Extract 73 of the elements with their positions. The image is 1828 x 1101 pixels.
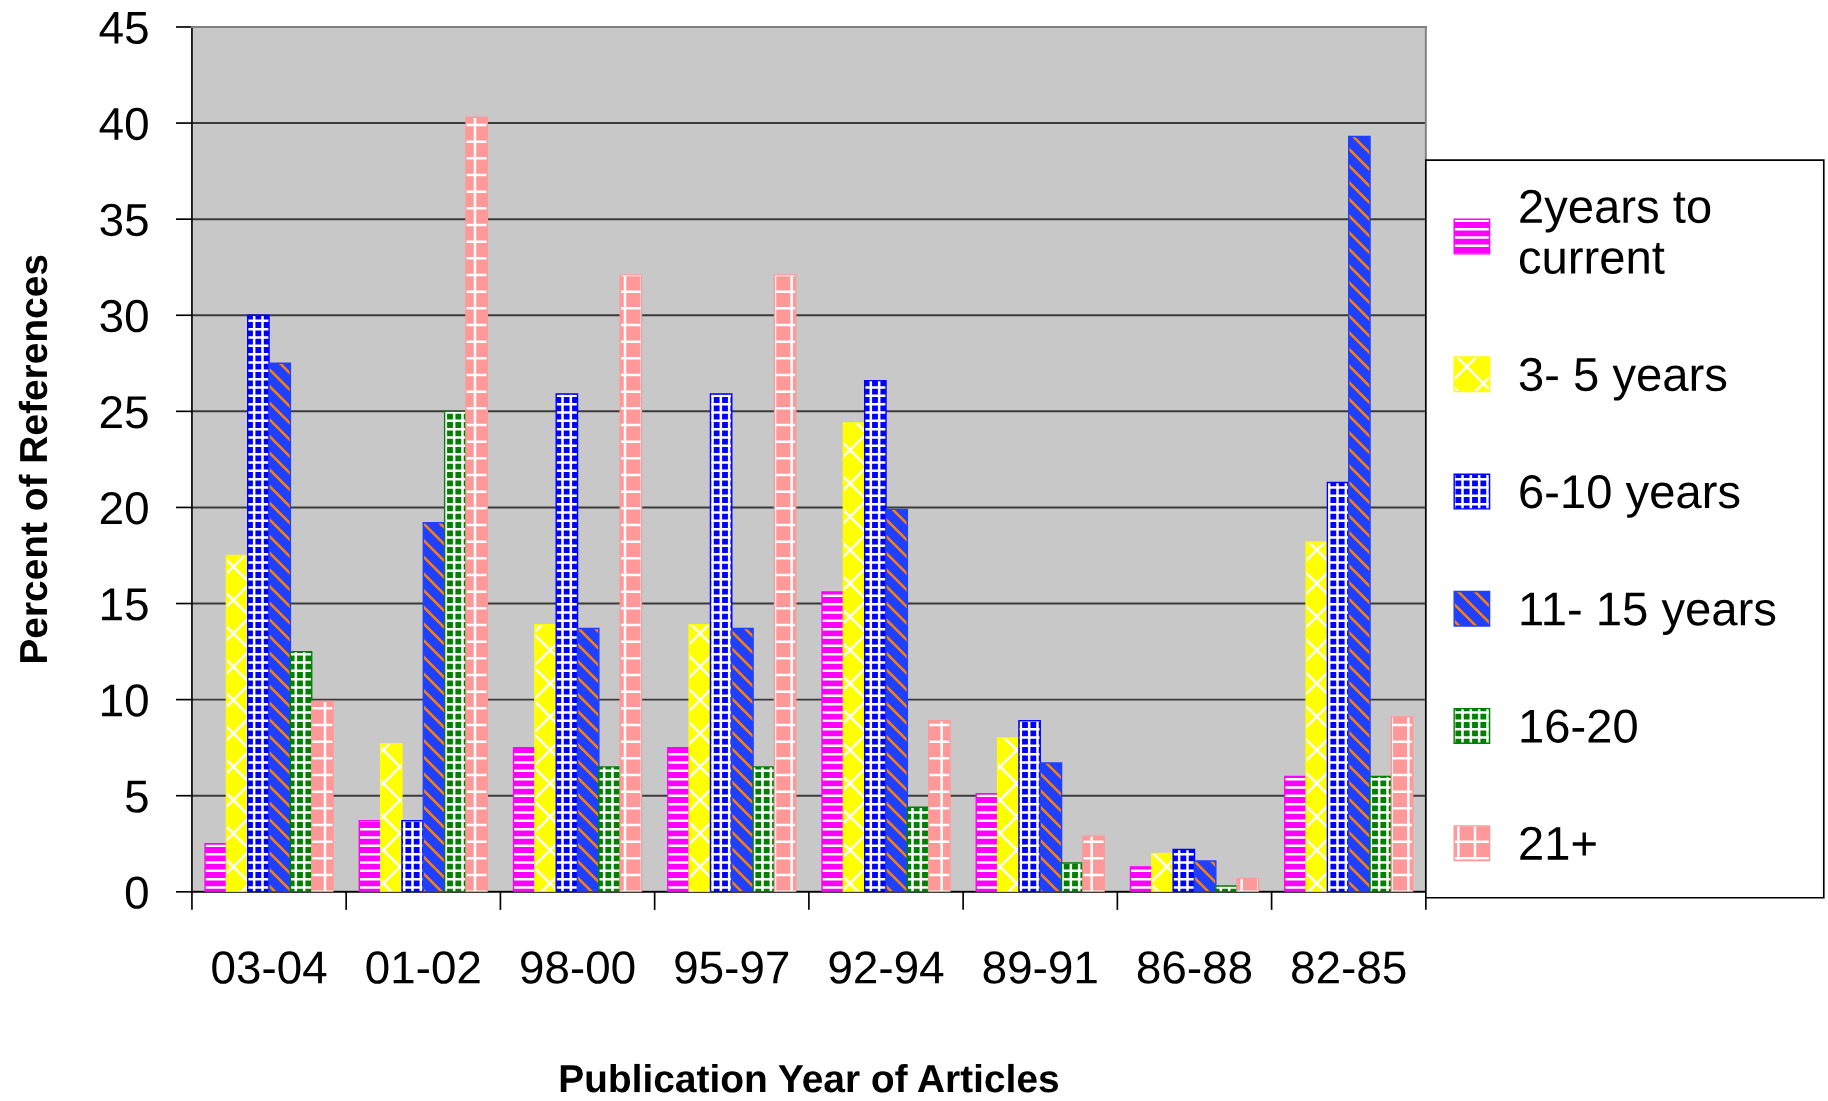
bar	[1369, 775, 1393, 892]
bar	[975, 793, 999, 892]
bar	[667, 746, 690, 892]
bar	[885, 508, 909, 892]
bar	[927, 720, 951, 892]
bar	[1082, 835, 1105, 892]
bar	[379, 743, 403, 892]
bar	[401, 820, 424, 892]
bar	[289, 650, 313, 892]
bar	[863, 379, 887, 892]
bar	[1018, 720, 1041, 892]
legend-label: 2years to current	[1519, 189, 1711, 275]
bar	[1390, 716, 1414, 892]
bar	[1193, 860, 1217, 892]
bar	[1326, 481, 1350, 892]
bar	[1172, 848, 1196, 892]
legend-label: 3- 5 years	[1519, 357, 1727, 401]
bar	[1305, 541, 1329, 892]
bar	[842, 422, 866, 892]
y-tick-label: 35	[100, 203, 148, 237]
bar	[1129, 866, 1153, 892]
bar	[1060, 862, 1084, 892]
bar	[512, 746, 536, 892]
bar	[422, 522, 446, 892]
bar	[731, 627, 754, 892]
x-tick-label: 01-02	[366, 951, 480, 984]
y-tick-label: 5	[125, 780, 148, 813]
legend-label: 16-20	[1521, 709, 1637, 743]
y-tick-label: 10	[102, 684, 148, 717]
bar	[225, 554, 249, 892]
bar	[619, 274, 643, 892]
bar	[1151, 852, 1174, 892]
bar	[576, 627, 600, 892]
bar	[443, 410, 467, 892]
y-tick-label: 45	[99, 12, 148, 45]
bar	[1284, 775, 1307, 892]
y-tick-label: 30	[100, 299, 148, 333]
x-tick-label: 86-88	[1137, 951, 1252, 984]
bar	[311, 700, 334, 892]
legend-label: 11- 15 years	[1521, 592, 1776, 636]
bar	[773, 274, 797, 892]
legend-label: 6-10 years	[1520, 475, 1740, 518]
legend-label: 21+	[1520, 826, 1596, 860]
bar	[358, 820, 382, 892]
y-tick-label: 20	[100, 492, 148, 525]
x-tick-label: 03-04	[212, 951, 327, 984]
y-axis-title: Percent of References	[18, 255, 48, 663]
bar	[709, 393, 733, 892]
x-tick-label: 82-85	[1292, 951, 1406, 984]
x-axis-title: Publication Year of Articles	[560, 1063, 1059, 1093]
bar	[752, 766, 776, 892]
x-tick-label: 95-97	[675, 951, 789, 984]
x-tick-label: 92-94	[829, 951, 944, 984]
bar	[465, 116, 488, 892]
bar	[598, 766, 621, 892]
y-tick-label: 40	[99, 107, 148, 141]
bar	[204, 843, 228, 892]
bar	[906, 806, 930, 892]
bar	[1236, 877, 1260, 892]
y-tick-label: 25	[100, 395, 148, 429]
bar	[534, 623, 557, 892]
bar	[268, 362, 292, 892]
y-tick-label: 0	[125, 876, 148, 909]
x-tick-label: 89-91	[983, 951, 1097, 984]
bar	[1039, 762, 1063, 892]
y-tick-label: 15	[102, 588, 148, 621]
bar	[247, 314, 270, 892]
bar	[688, 623, 712, 892]
bar	[821, 591, 845, 892]
bar	[996, 737, 1020, 892]
bar	[555, 393, 579, 892]
bar	[1348, 135, 1371, 892]
x-tick-label: 98-00	[521, 951, 635, 984]
